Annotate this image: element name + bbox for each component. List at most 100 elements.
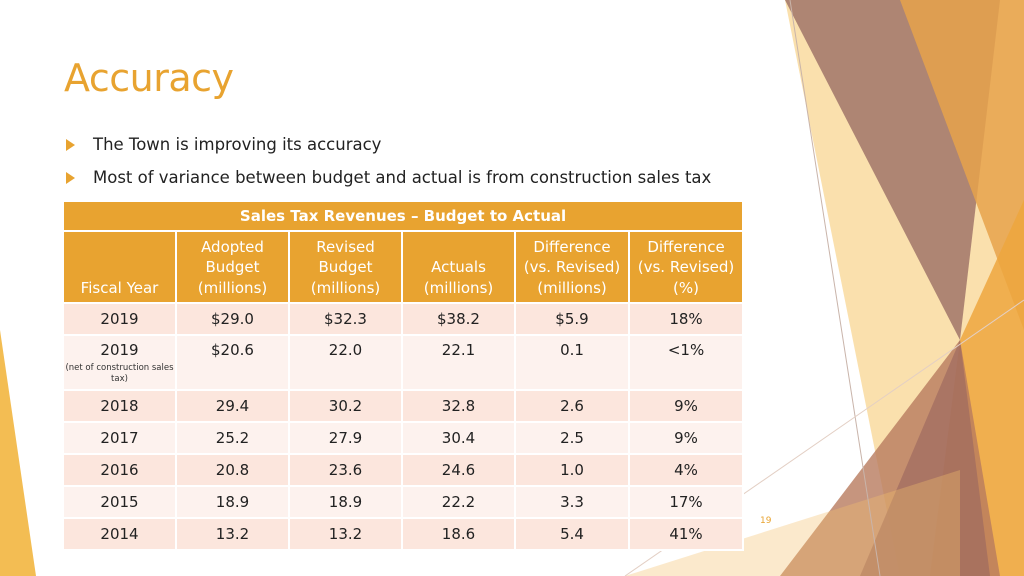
cell-value: 18.9 [215,493,250,511]
table-cell-actuals: 22.2 [401,485,516,519]
cell-value: <1% [667,341,705,359]
table-cell-pct: 18% [627,302,745,336]
table-cell-year: 2019 (net of construction sales tax) [62,334,177,391]
table-row: 2017 25.2 27.9 30.4 2.5 9% [62,421,745,455]
cell-value: 41% [669,525,703,543]
column-header: Difference (vs. Revised) (millions) [514,230,630,304]
cell-value: 2016 [100,461,139,479]
slide-title: Accuracy [64,56,234,100]
table-cell-adopted: 18.9 [175,485,290,519]
column-header: Revised Budget (millions) [288,230,403,304]
table-row: 2014 13.2 13.2 18.6 5.4 41% [62,517,745,551]
bullet-arrow-icon [66,171,75,184]
cell-value: 17% [669,493,703,511]
page-number: 19 [760,516,772,526]
table-row: 2016 20.8 23.6 24.6 1.0 4% [62,453,745,487]
table-cell-actuals: $38.2 [401,302,516,336]
table-header-row: Fiscal Year Adopted Budget (millions) Revise… [62,230,745,304]
table-cell-actuals: 30.4 [401,421,516,455]
table-cell-adopted: $29.0 [175,302,290,336]
cell-value: 22.2 [441,493,476,511]
cell-value: 0.1 [560,341,584,359]
table-cell-actuals: 22.1 [401,334,516,391]
cell-value: 23.6 [328,461,363,479]
column-header-line: (vs. Revised) [523,258,621,276]
table-cell-diff: $5.9 [514,302,630,336]
column-header-line: (millions) [537,278,607,297]
table-cell-year: 2018 [62,389,177,423]
table-cell-year: 2017 [62,421,177,455]
column-header-line: (millions) [423,278,494,297]
cell-value: 24.6 [441,461,476,479]
cell-value: 2014 [100,525,139,543]
table-cell-actuals: 32.8 [401,389,516,423]
cell-value: 13.2 [215,525,250,543]
table-cell-diff: 0.1 [514,334,630,391]
table-cell-actuals: 18.6 [401,517,516,551]
bullet-text: Most of variance between budget and actu… [93,168,712,187]
column-header-line: Actuals [431,258,486,276]
column-header-line: (%) [673,278,699,297]
table-cell-pct: <1% [627,334,745,391]
table-caption: Sales Tax Revenues – Budget to Actual [61,200,745,232]
table-cell-revised: 23.6 [288,453,403,487]
cell-value: 27.9 [328,429,363,447]
column-header: Adopted Budget (millions) [175,230,290,304]
table-cell-year: 2016 [62,453,177,487]
cell-value: 13.2 [328,525,363,543]
bullet-item: Most of variance between budget and actu… [66,161,711,194]
table-cell-pct: 9% [627,389,745,423]
table-row: 2019 (net of construction sales tax) $20.6… [62,334,745,391]
table-cell-revised: 18.9 [288,485,403,519]
column-header: Fiscal Year [62,230,177,304]
cell-value: 18% [669,310,703,328]
table-cell-actuals: 24.6 [401,453,516,487]
cell-value: $20.6 [211,341,254,359]
column-header-line: (millions) [310,278,381,297]
cell-value: 22.0 [328,341,363,359]
cell-value: 2.6 [560,397,584,415]
table-row: 2018 29.4 30.2 32.8 2.6 9% [62,389,745,423]
column-header-line: Adopted [201,237,264,256]
cell-value: 32.8 [441,397,476,415]
cell-value: 20.8 [215,461,250,479]
cell-value: 4% [674,461,698,479]
cell-value: 9% [674,397,698,415]
cell-value: 9% [674,429,698,447]
column-header-line: (millions) [197,278,268,297]
row-note: (net of construction sales tax) [65,363,174,384]
table-body: 2019 $29.0 $32.3 $38.2 $5.9 18% 2019 (net of co… [62,302,745,551]
cell-value: 2015 [100,493,139,511]
table-cell-revised: 13.2 [288,517,403,551]
table-cell-pct: 9% [627,421,745,455]
table-cell-pct: 17% [627,485,745,519]
table-cell-adopted: 25.2 [175,421,290,455]
table-cell-pct: 4% [627,453,745,487]
table-cell-year: 2014 [62,517,177,551]
table-cell-diff: 2.6 [514,389,630,423]
cell-value: 5.4 [560,525,584,543]
cell-value: 18.6 [441,525,476,543]
table-cell-diff: 5.4 [514,517,630,551]
table-cell-revised: 27.9 [288,421,403,455]
column-header-line: Fiscal Year [80,278,159,297]
column-header-line: Budget [318,258,373,276]
column-header-line: Difference [647,237,725,256]
table-cell-adopted: 29.4 [175,389,290,423]
bullet-item: The Town is improving its accuracy [66,128,711,161]
table-cell-revised: 22.0 [288,334,403,391]
cell-value: 2.5 [560,429,584,447]
cell-value: $32.3 [324,310,367,328]
cell-value: 29.4 [215,397,250,415]
column-header: Actuals (millions) [401,230,516,304]
bullet-list: The Town is improving its accuracy Most … [66,128,711,194]
cell-value: $38.2 [437,310,480,328]
cell-value: 2018 [100,397,139,415]
cell-value: $5.9 [555,310,589,328]
bullet-arrow-icon [66,138,75,151]
table-cell-pct: 41% [627,517,745,551]
cell-value: 2019 [100,341,139,359]
sales-tax-table: Sales Tax Revenues – Budget to Actual Fi… [61,200,745,551]
column-header-line: Budget [205,258,260,276]
cell-value: 2019 [100,310,139,328]
